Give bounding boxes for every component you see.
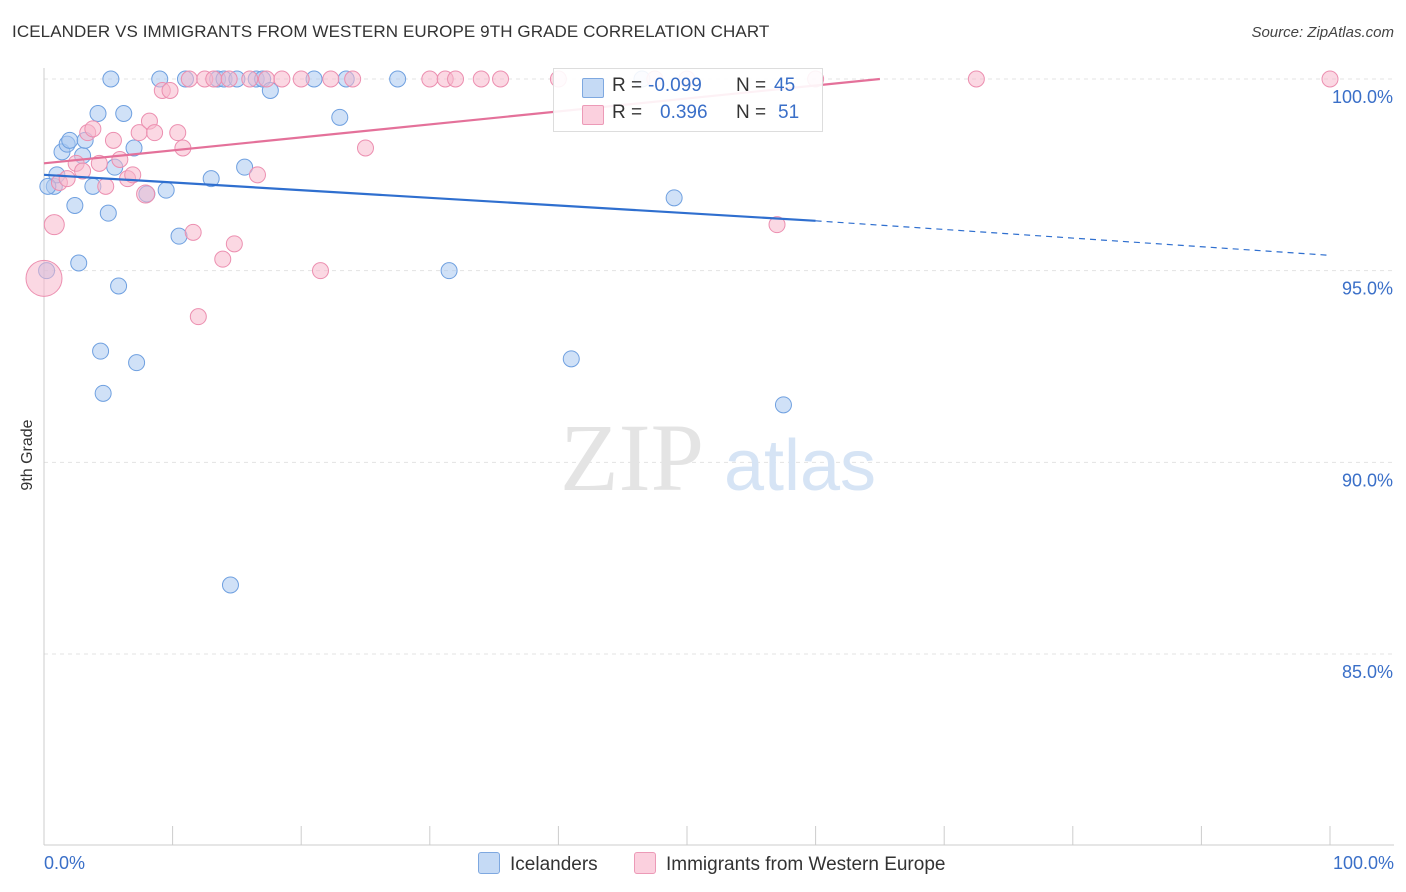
immigrant-point	[97, 177, 115, 195]
icelander-point	[440, 262, 458, 280]
icelander-point	[89, 105, 107, 122]
y-tick-labels: 85.0% 90.0% 95.0% 100.0%	[1332, 87, 1393, 682]
icelander-point	[70, 254, 88, 272]
immigrant-point	[180, 70, 198, 88]
bottom-legend-label: Icelanders	[510, 854, 598, 875]
immigrant-point	[161, 82, 179, 99]
immigrant-point	[43, 214, 65, 236]
icelander-point	[115, 105, 133, 122]
immigrant-point	[90, 154, 108, 172]
immigrant-point	[273, 70, 291, 88]
icelander-point	[125, 139, 143, 157]
immigrant-point	[344, 70, 362, 88]
legend-swatch-pink	[582, 105, 604, 125]
legend-r-value: -0.099	[648, 75, 702, 96]
immigrant-point	[257, 70, 275, 88]
icelander-point	[61, 131, 79, 149]
x-tick-min: 0.0%	[44, 853, 86, 873]
immigrant-point	[214, 250, 232, 268]
icelander-point	[102, 70, 120, 88]
y-tick-label: 95.0%	[1342, 279, 1393, 299]
icelander-point	[236, 158, 254, 176]
icelander-point	[331, 108, 349, 126]
immigrant-point	[1321, 70, 1339, 88]
bottom-legend-label: Immigrants from Western Europe	[666, 854, 946, 875]
immigrant-point	[74, 162, 92, 180]
immigrant-point	[421, 70, 439, 88]
icelanders-points	[38, 70, 792, 594]
legend-n-value: 45	[774, 75, 796, 96]
y-tick-label: 90.0%	[1342, 470, 1393, 490]
icelanders-trend-extension	[815, 220, 1331, 256]
icelanders-trend-line	[43, 173, 816, 222]
immigrant-point	[25, 259, 63, 297]
immigrant-point	[189, 308, 207, 326]
immigrant-point	[357, 139, 374, 157]
legend-r-label: R =	[612, 75, 643, 96]
bottom-legend-immigrants[interactable]: Immigrants from Western Europe	[634, 852, 945, 876]
legend-r-label: R =	[612, 102, 643, 123]
legend-n-label: N =	[736, 102, 767, 123]
icelander-point	[774, 396, 792, 414]
immigrant-point	[184, 223, 202, 241]
icelander-point	[157, 181, 175, 199]
legend-swatch-blue	[582, 78, 604, 98]
legend-r-value: 0.396	[660, 102, 708, 123]
immigrant-point	[225, 235, 243, 253]
immigrant-point	[205, 70, 223, 88]
icelander-point	[389, 70, 407, 88]
y-tick-label: 85.0%	[1342, 662, 1393, 682]
immigrant-point	[248, 166, 266, 184]
icelander-point	[221, 576, 239, 594]
immigrant-point	[472, 70, 490, 88]
immigrant-point	[58, 170, 76, 188]
stats-legend: R = -0.099 N = 45 R = 0.396 N = 51	[553, 68, 823, 132]
immigrant-point	[768, 216, 786, 234]
icelander-point	[562, 350, 580, 368]
immigrant-point	[967, 70, 985, 88]
axes	[43, 68, 1394, 846]
immigrant-point	[241, 70, 259, 88]
icelander-point	[94, 384, 112, 402]
immigrant-point	[104, 131, 122, 149]
immigrant-point	[111, 151, 129, 168]
bottom-legend-swatch-blue	[478, 852, 500, 874]
watermark: ZIP atlas	[560, 404, 876, 511]
immigrant-point	[169, 124, 187, 142]
legend-n-value: 51	[778, 102, 800, 123]
icelander-point	[665, 189, 683, 207]
y-tick-label: 100.0%	[1332, 87, 1393, 107]
immigrant-point	[136, 184, 156, 204]
icelander-point	[110, 277, 128, 295]
icelander-point	[66, 197, 84, 214]
chart-title: ICELANDER VS IMMIGRANTS FROM WESTERN EUR…	[12, 22, 770, 41]
bottom-legend-icelanders[interactable]: Icelanders	[478, 852, 598, 876]
immigrant-point	[492, 70, 510, 88]
icelander-point	[92, 342, 110, 360]
x-tick-max: 100.0%	[1332, 853, 1394, 873]
icelander-point	[128, 354, 146, 372]
legend-n-label: N =	[736, 75, 767, 96]
bottom-legend-swatch-pink	[634, 852, 656, 874]
immigrant-point	[311, 262, 329, 280]
immigrant-point	[84, 120, 102, 138]
icelander-point	[170, 227, 188, 245]
immigrant-point	[292, 70, 310, 88]
immigrant-point	[146, 124, 164, 142]
immigrant-point	[322, 70, 340, 88]
watermark-atlas: atlas	[724, 426, 876, 506]
source-label: Source: ZipAtlas.com	[1251, 24, 1394, 41]
watermark-zip: ZIP	[560, 404, 704, 511]
immigrant-point	[220, 70, 238, 88]
icelander-point	[202, 170, 220, 188]
icelander-point	[99, 204, 117, 222]
immigrants-points	[25, 70, 1339, 326]
immigrant-point	[447, 70, 465, 88]
